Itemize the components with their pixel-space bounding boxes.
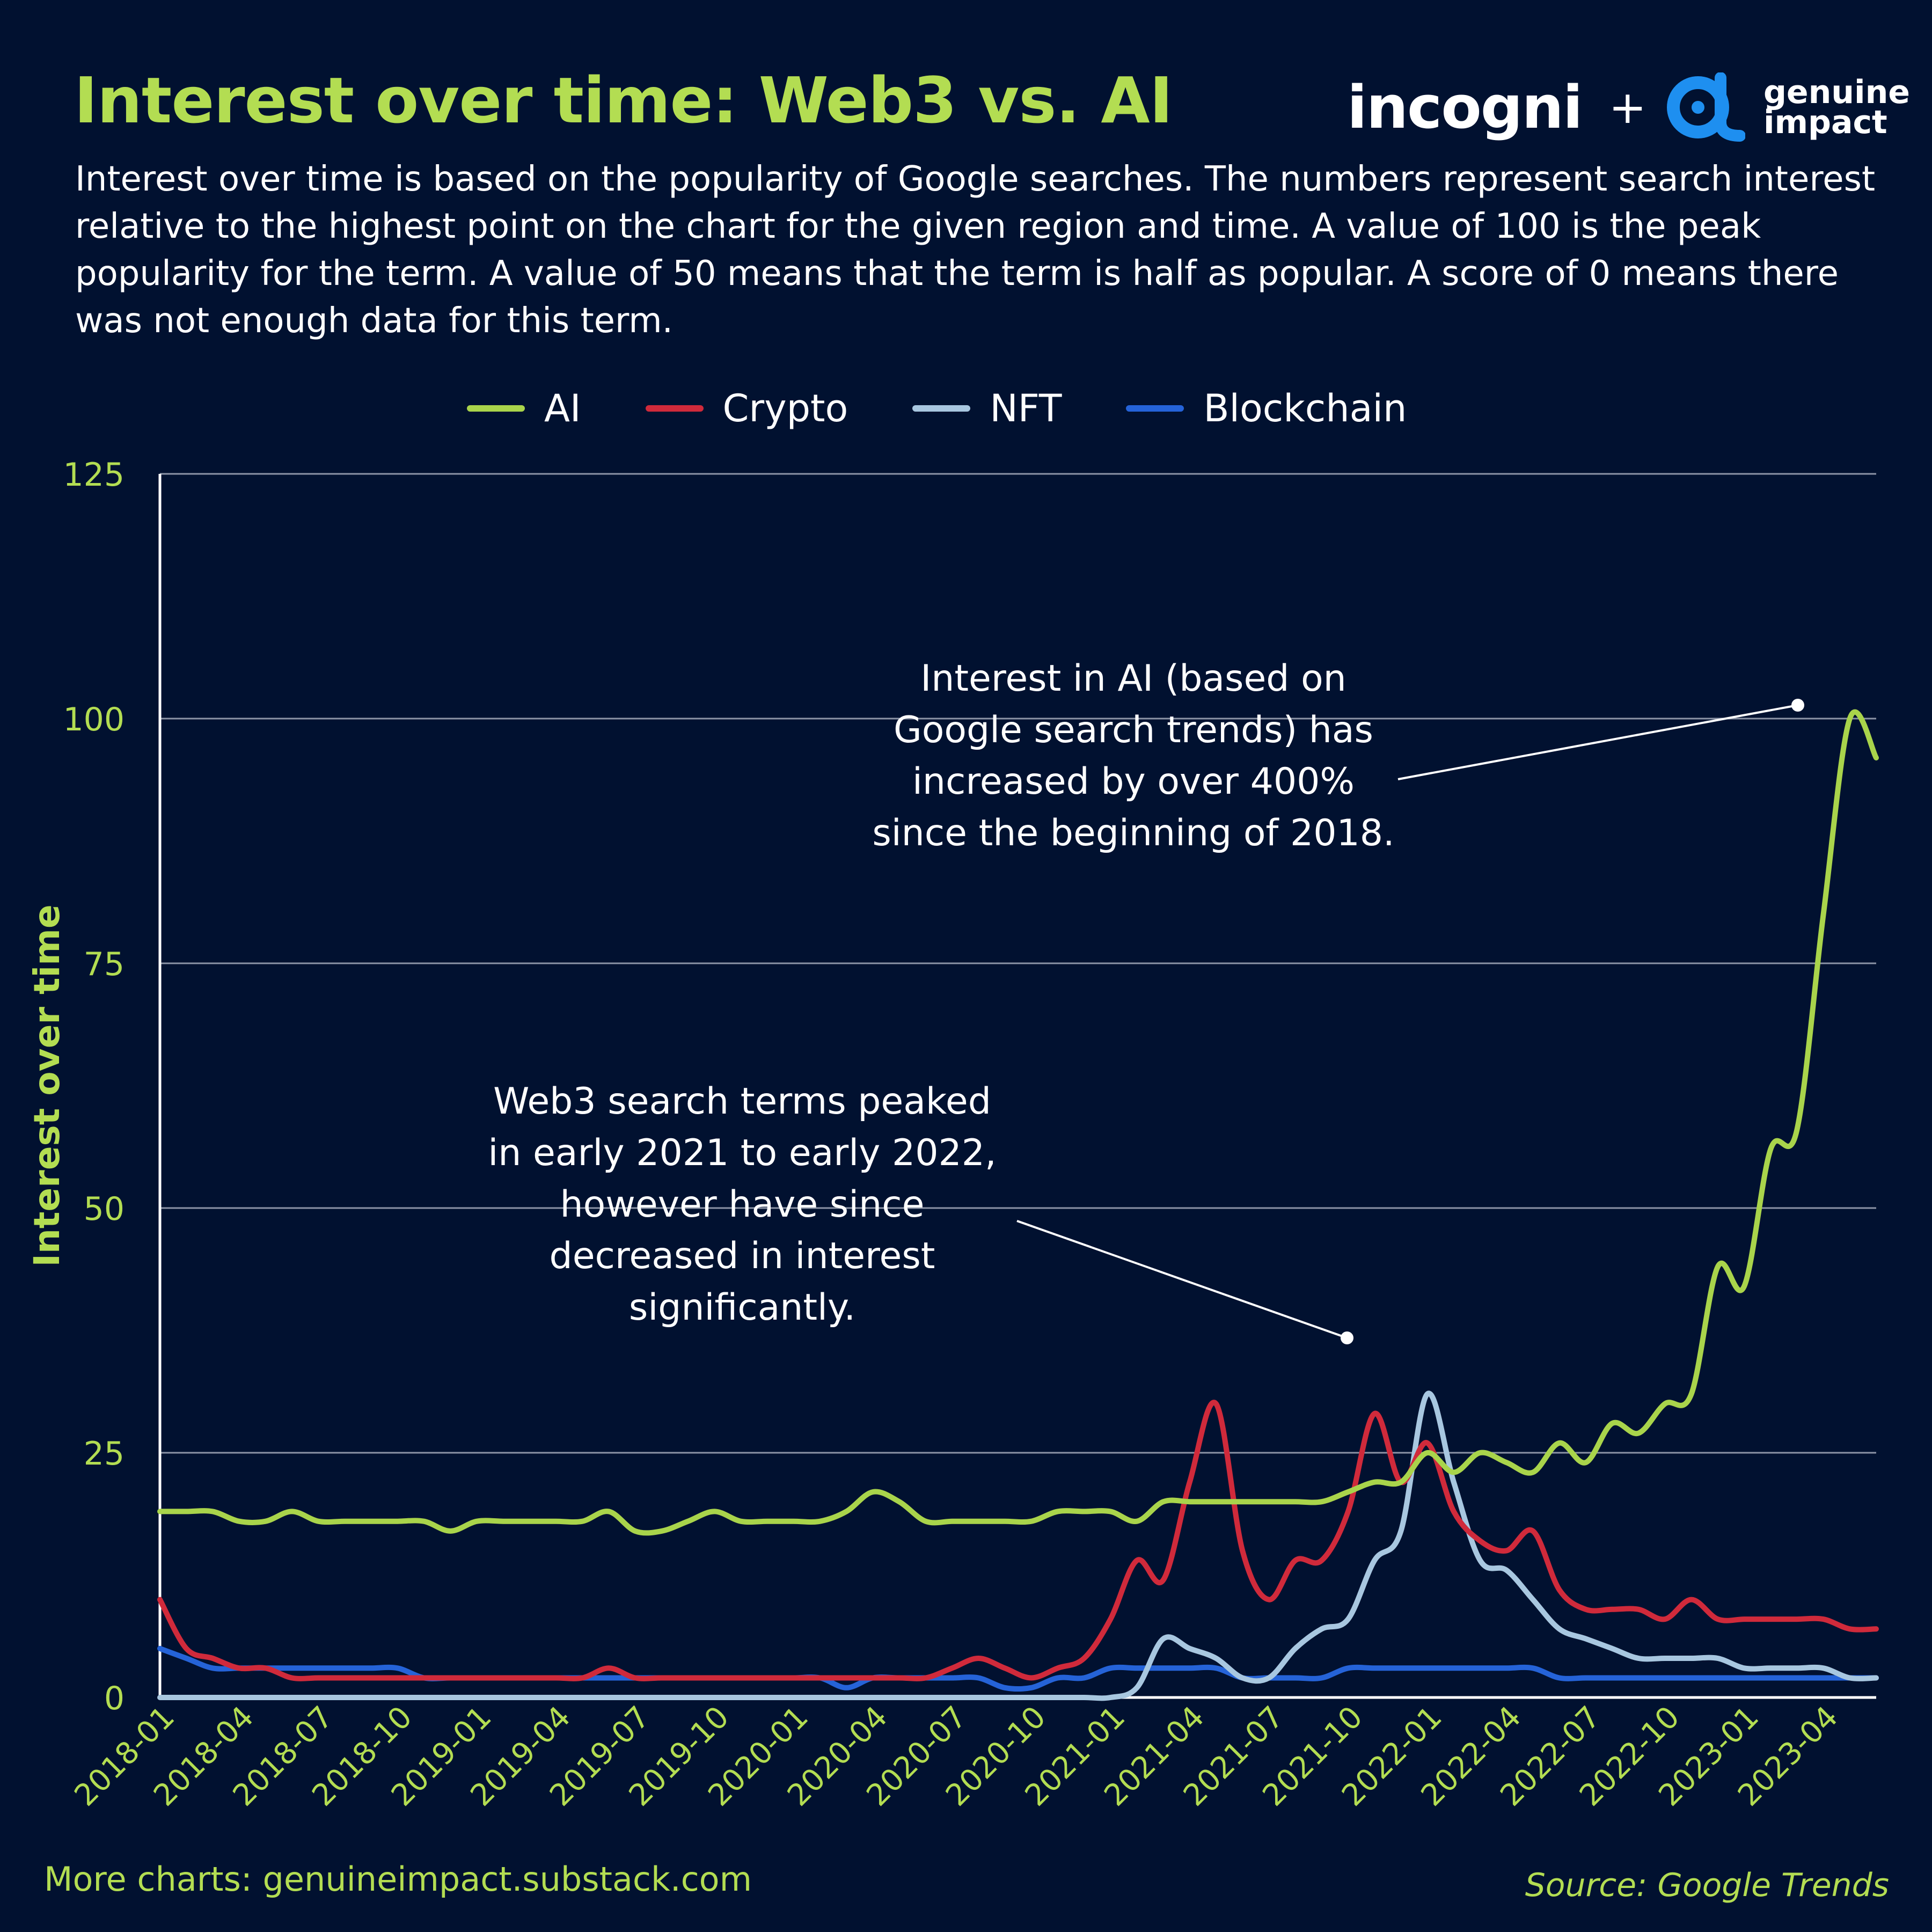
legend-item-crypto: Crypto [645,386,848,430]
genuine-impact-wordmark: genuine impact [1763,74,1910,141]
footer-more-charts: More charts: genuineimpact.substack.com [44,1860,752,1899]
annotation-ai-text: increased by over 400% [912,760,1355,803]
legend-label-nft: NFT [990,386,1062,430]
impact-word: impact [1763,104,1887,141]
y-tick-label: 125 [63,456,125,494]
annotation-web3-text: in early 2021 to early 2022, [488,1132,996,1174]
legend-label-crypto: Crypto [722,386,848,430]
annotation-ai-text: since the beginning of 2018. [872,812,1394,854]
legend-swatch-ai [467,405,525,412]
annotation-web3-text: however have since [560,1183,925,1226]
y-tick-label: 50 [84,1190,125,1228]
genuine-word: genuine [1763,74,1910,111]
annotation-ai-dot [1791,699,1804,712]
y-tick-label: 25 [84,1435,125,1473]
annotation-web3-dot [1341,1331,1353,1344]
legend-label-blockchain: Blockchain [1203,386,1407,430]
annotation-web3-pointer [1016,1220,1348,1339]
legend-item-ai: AI [467,386,581,430]
incogni-logo: incogni [1347,73,1583,142]
series-line-nft [157,1391,1879,1701]
footer-source: Source: Google Trends [1525,1867,1889,1904]
brand-logos: incogni + genuine impact [1347,70,1910,145]
legend-swatch-crypto [645,405,704,412]
legend-swatch-blockchain [1126,405,1184,412]
annotation-web3-text: Web3 search terms peaked [493,1080,991,1123]
genuine-impact-logo-icon [1666,72,1745,142]
y-tick-label: 75 [84,946,125,983]
annotation-ai-text: Interest in AI (based on [920,657,1346,700]
annotation-web3-text: decreased in interest [550,1235,935,1277]
y-axis-title: Interest over time [26,904,68,1267]
chart-title: Interest over time: Web3 vs. AI [74,63,1173,137]
chart-legend: AI Crypto NFT Blockchain [467,386,1471,430]
annotation-web3-text: significantly. [629,1286,855,1329]
chart-subtitle: Interest over time is based on the popul… [75,159,1876,341]
y-tick-label: 0 [104,1680,125,1717]
series-line-crypto [157,1400,1879,1681]
annotation-ai-pointer [1397,704,1798,780]
annotation-ai-text: Google search trends) has [894,709,1373,751]
plus-sign: + [1608,81,1646,134]
legend-swatch-nft [912,405,971,412]
series-line-ai [157,709,1879,1536]
series-line-blockchain [157,1645,1879,1692]
legend-item-nft: NFT [912,386,1062,430]
y-tick-label: 100 [63,701,125,738]
legend-item-blockchain: Blockchain [1126,386,1407,430]
legend-label-ai: AI [544,386,581,430]
